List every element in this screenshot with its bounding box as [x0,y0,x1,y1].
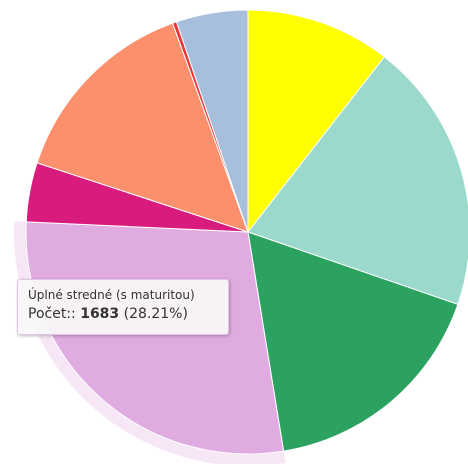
pie-slice-8[interactable] [175,9,249,233]
tooltip-count-line: Počet:: 1683 (28.21%) [28,303,218,325]
tooltip-title: Úplné stredné (s maturitou) [28,288,195,302]
pie-slice-1[interactable] [247,9,386,234]
pie-slice-6[interactable] [36,22,249,233]
pie-slice-3[interactable] [247,231,459,452]
tooltip-count-label: Počet:: [28,306,76,322]
tooltip-percent: (28.21%) [123,306,188,322]
pie-slice-4[interactable] [25,221,285,455]
pie-slices [14,9,468,464]
chart-tooltip: Úplné stredné (s maturitou) Počet:: 1683… [17,279,229,335]
pie-slice-2[interactable] [247,56,468,306]
tooltip-count-value: 1683 [80,306,120,322]
